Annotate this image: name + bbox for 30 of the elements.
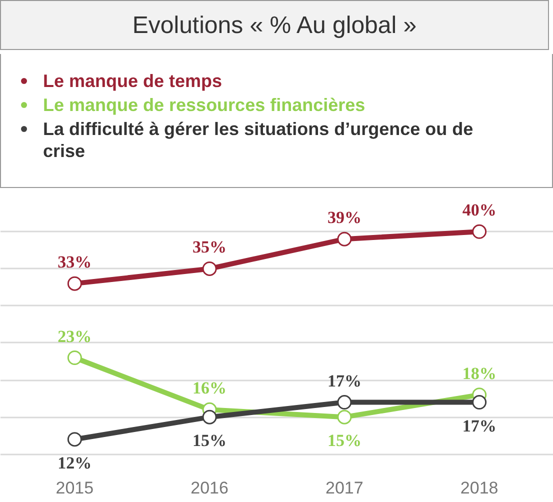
x-tick-label: 2015 — [56, 478, 94, 498]
legend-label: La difficulté à gérer les situations d’urgence ou de crise — [43, 118, 474, 162]
point — [67, 432, 82, 447]
point — [67, 276, 82, 291]
data-label: 17% — [462, 416, 496, 436]
legend-label: Le manque de ressources financières — [43, 94, 366, 116]
point — [337, 232, 352, 246]
data-label: 15% — [192, 431, 227, 450]
legend-label: Le manque de temps — [43, 70, 222, 92]
data-label: 18% — [462, 364, 496, 383]
data-label: 33% — [58, 252, 92, 272]
x-tick-label: 2016 — [190, 478, 228, 498]
data-label: 12% — [58, 453, 92, 472]
data-label: 17% — [327, 371, 362, 390]
data-label: 23% — [58, 326, 92, 346]
point — [202, 410, 217, 424]
point — [472, 224, 487, 239]
data-label: 15% — [327, 431, 362, 450]
point — [67, 350, 82, 365]
data-label: 35% — [192, 238, 227, 257]
data-label: 40% — [462, 200, 496, 220]
point — [337, 395, 352, 410]
data-label: 39% — [327, 208, 362, 228]
point — [202, 262, 217, 276]
x-tick-label: 2018 — [460, 478, 498, 498]
chart-title: Evolutions « % Au global » — [0, 0, 549, 50]
point — [472, 395, 487, 410]
x-tick-label: 2017 — [326, 478, 364, 498]
data-label: 16% — [192, 378, 227, 398]
point — [337, 410, 352, 424]
